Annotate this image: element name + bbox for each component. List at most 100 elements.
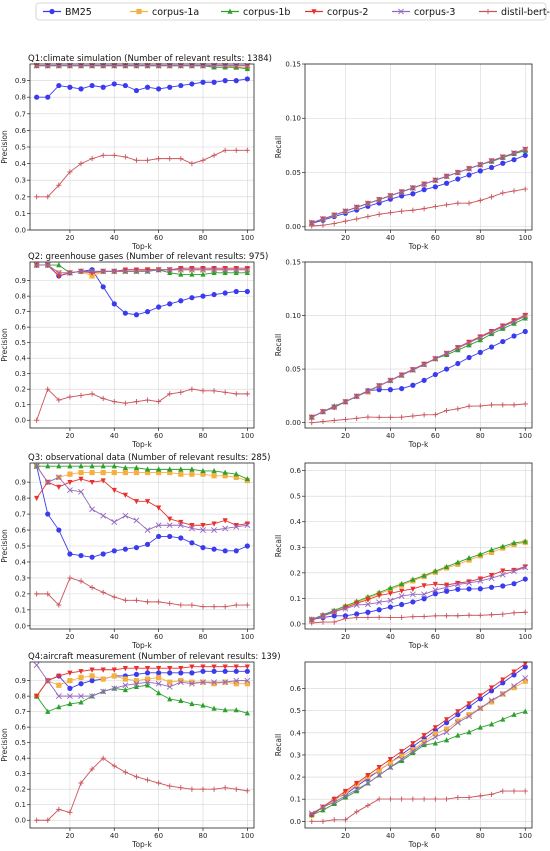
y-tick-label: 0.0: [15, 417, 26, 425]
data-point: [188, 680, 195, 687]
y-tick-label: 0.5: [290, 493, 301, 501]
data-point: [189, 271, 195, 277]
data-point: [144, 157, 151, 163]
data-point: [421, 583, 427, 589]
data-point: [410, 576, 416, 582]
data-point: [178, 298, 184, 304]
data-point: [421, 206, 427, 212]
data-point: [443, 726, 450, 732]
data-point: [144, 267, 151, 273]
data-point: [45, 591, 51, 597]
data-point: [178, 519, 184, 526]
y-tick-label: 0.2: [15, 786, 26, 794]
x-tick-label: 40: [110, 633, 119, 641]
data-point: [488, 688, 495, 694]
data-point: [211, 664, 217, 670]
data-point: [500, 611, 506, 617]
data-point: [421, 739, 427, 745]
data-point: [399, 753, 405, 759]
legend-label: distil-bert-base-uncased: [501, 7, 550, 18]
data-point: [399, 414, 405, 420]
data-point: [144, 268, 151, 275]
data-point: [156, 86, 162, 92]
data-point: [511, 581, 517, 587]
data-point: [67, 693, 73, 700]
data-point: [34, 94, 40, 100]
data-point: [488, 584, 495, 590]
data-point: [320, 619, 326, 625]
legend-item-corpus-1a: corpus-1a: [130, 7, 199, 18]
data-point: [122, 666, 128, 672]
y-tick-label: 0.3: [15, 370, 26, 378]
y-tick-label: 0.2: [290, 774, 301, 782]
data-point: [100, 688, 107, 695]
data-point: [167, 156, 173, 162]
chart-title: Q2: greenhouse gases (Number of relevant…: [28, 252, 268, 262]
chart-panel-0-precision: 20 40 60 80 100 0.0 0.1 0.2 0.3 0.4 0.5 0.6 0.7 0.8 0.…: [0, 54, 272, 251]
data-point: [376, 196, 383, 203]
y-tick-label: 0.8: [15, 94, 26, 102]
data-point: [211, 527, 217, 533]
legend-marker-bm25: [49, 8, 55, 15]
data-point: [331, 404, 338, 410]
data-point: [500, 716, 506, 722]
data-point: [222, 707, 228, 713]
series-bm25: [309, 328, 528, 420]
data-point: [409, 591, 416, 598]
data-point: [133, 464, 140, 470]
data-point: [500, 543, 506, 549]
data-point: [488, 546, 495, 553]
data-point: [100, 463, 106, 469]
data-point: [111, 673, 117, 679]
data-point: [200, 664, 206, 670]
data-point: [89, 766, 95, 772]
series-corpus-1a: [34, 463, 250, 485]
data-point: [167, 696, 173, 702]
data-point: [222, 525, 229, 532]
data-point: [100, 469, 106, 476]
series-line-bm25: [36, 466, 248, 558]
data-point: [189, 295, 195, 301]
data-point: [522, 186, 528, 192]
data-point: [56, 703, 62, 710]
chart-panel-2-recall: 20 40 60 80 100 0.0 0.1 0.2 0.3 0.4 0.5 0.6 Top-k Rec…: [274, 462, 533, 650]
data-point: [342, 208, 349, 215]
data-point: [477, 337, 483, 343]
data-point: [222, 266, 228, 272]
data-point: [233, 474, 239, 480]
y-tick-label: 0.7: [15, 308, 26, 316]
data-point: [144, 397, 151, 403]
data-point: [156, 670, 162, 676]
data-point: [488, 697, 495, 704]
data-point: [331, 799, 338, 806]
x-tick-label: 60: [431, 234, 440, 242]
data-point: [410, 191, 416, 197]
data-point: [89, 584, 95, 591]
x-tick-label: 40: [386, 832, 395, 840]
data-point: [155, 266, 162, 273]
data-point: [443, 366, 450, 372]
data-point: [56, 527, 62, 533]
data-point: [200, 79, 206, 85]
data-point: [522, 609, 528, 615]
data-point: [100, 551, 106, 557]
data-point: [331, 608, 338, 615]
y-tick-label: 0.5: [290, 707, 301, 715]
x-tick-label: 60: [431, 832, 440, 840]
data-point: [443, 613, 450, 619]
series-bm25: [34, 668, 250, 699]
x-tick-label: 80: [199, 234, 208, 242]
y-tick-label: 0.9: [15, 77, 26, 85]
data-point: [477, 551, 483, 557]
data-point: [477, 334, 484, 341]
data-point: [320, 216, 326, 222]
data-point: [500, 160, 506, 166]
data-point: [222, 785, 228, 791]
data-point: [78, 161, 84, 167]
data-point: [365, 200, 371, 207]
data-point: [211, 681, 217, 687]
data-point: [398, 372, 405, 379]
data-point: [200, 604, 206, 610]
data-point: [67, 479, 73, 486]
data-point: [78, 476, 84, 482]
